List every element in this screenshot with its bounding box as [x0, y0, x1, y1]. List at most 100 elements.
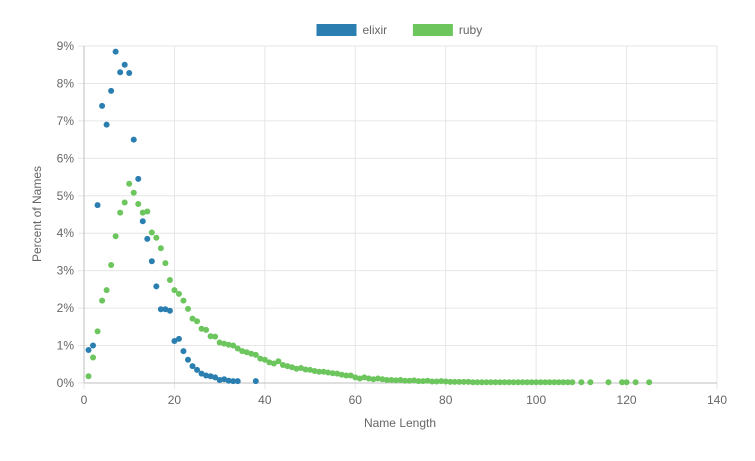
x-tick-label: 20 [168, 393, 182, 407]
data-point-elixir [198, 370, 205, 377]
data-point-elixir [194, 366, 201, 373]
data-point-ruby [239, 348, 246, 355]
data-point-ruby [496, 379, 503, 386]
data-point-ruby [234, 345, 241, 352]
legend-item-elixir[interactable]: elixir [316, 23, 388, 37]
data-point-elixir [139, 218, 146, 225]
data-point-ruby [555, 379, 562, 386]
data-point-ruby [266, 359, 273, 366]
data-point-ruby [447, 378, 454, 385]
data-point-elixir [162, 306, 169, 313]
data-point-elixir [108, 87, 115, 94]
data-point-ruby [261, 356, 268, 363]
data-point-elixir [94, 202, 101, 209]
data-point-ruby [569, 379, 576, 386]
data-point-ruby [248, 350, 255, 357]
data-point-elixir [90, 342, 97, 349]
data-point-ruby [420, 378, 427, 385]
data-point-ruby [411, 377, 418, 384]
data-point-ruby [492, 379, 499, 386]
data-point-ruby [388, 377, 395, 384]
data-point-elixir [117, 69, 124, 76]
data-point-ruby [288, 364, 295, 371]
x-tick-label: 60 [349, 393, 363, 407]
x-tick-label: 80 [439, 393, 453, 407]
data-point-ruby [270, 360, 277, 367]
legend-label-ruby: ruby [459, 23, 482, 37]
data-point-ruby [451, 378, 458, 385]
data-point-ruby [166, 277, 173, 284]
data-point-ruby [343, 372, 350, 379]
data-point-elixir [130, 136, 137, 143]
legend-item-ruby[interactable]: ruby [412, 23, 482, 37]
data-point-elixir [175, 335, 182, 342]
data-point-elixir [203, 372, 210, 379]
data-point-ruby [365, 375, 372, 382]
legend[interactable]: elixir ruby [316, 23, 483, 37]
data-point-ruby [506, 379, 513, 386]
data-point-ruby [279, 362, 286, 369]
data-point-ruby [402, 377, 409, 384]
y-axis-title: Percent of Names [30, 166, 44, 262]
data-point-elixir [121, 61, 128, 68]
data-point-elixir [135, 175, 142, 182]
data-point-ruby [135, 201, 142, 208]
data-point-ruby [252, 351, 259, 358]
data-point-elixir [148, 258, 155, 265]
data-point-ruby [302, 366, 309, 373]
legend-swatch-elixir [316, 24, 357, 36]
data-point-ruby [370, 376, 377, 383]
data-point-ruby [361, 374, 368, 381]
data-point-elixir [221, 376, 228, 383]
grid-layer [78, 45, 718, 389]
data-point-ruby [108, 262, 115, 269]
x-tick-label: 100 [526, 393, 546, 407]
data-point-ruby [99, 297, 106, 304]
data-point-ruby [225, 341, 232, 348]
data-point-ruby [298, 365, 305, 372]
y-tick-label: 5% [57, 189, 75, 203]
y-tick-label: 8% [57, 76, 75, 90]
data-point-ruby [347, 372, 354, 379]
data-point-elixir [207, 373, 214, 380]
data-point-ruby [460, 378, 467, 385]
data-point-ruby [257, 355, 264, 362]
x-tick-label: 120 [617, 393, 637, 407]
data-point-ruby [90, 354, 97, 361]
data-point-ruby [406, 377, 413, 384]
data-point-ruby [578, 379, 585, 386]
data-point-ruby [564, 379, 571, 386]
data-point-ruby [456, 378, 463, 385]
data-point-ruby [415, 378, 422, 385]
y-tick-label: 4% [57, 226, 75, 240]
data-point-elixir [252, 378, 259, 385]
y-tick-label: 3% [57, 264, 75, 278]
data-point-ruby [103, 287, 110, 294]
data-point-ruby [121, 199, 128, 206]
x-tick-label: 0 [81, 393, 88, 407]
data-point-elixir [85, 347, 92, 354]
data-point-ruby [180, 297, 187, 304]
data-point-elixir [234, 378, 241, 385]
data-point-ruby [533, 379, 540, 386]
data-point-ruby [334, 370, 341, 377]
data-point-ruby [392, 377, 399, 384]
x-tick-label: 40 [258, 393, 272, 407]
data-point-ruby [623, 379, 630, 386]
data-point-ruby [184, 305, 191, 312]
data-point-ruby [524, 379, 531, 386]
data-point-ruby [320, 368, 327, 375]
data-point-ruby [632, 379, 639, 386]
data-point-ruby [551, 379, 558, 386]
data-point-ruby [203, 326, 210, 333]
data-point-ruby [619, 379, 626, 386]
y-tick-label: 1% [57, 339, 75, 353]
data-point-ruby [307, 366, 314, 373]
data-point-ruby [383, 377, 390, 384]
data-point-ruby [429, 378, 436, 385]
data-point-ruby [329, 370, 336, 377]
data-point-ruby [112, 233, 119, 240]
data-point-elixir [230, 378, 237, 385]
